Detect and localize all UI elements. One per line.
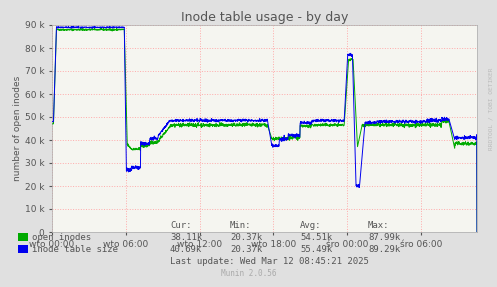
- Text: 55.49k: 55.49k: [300, 245, 332, 254]
- Title: Inode table usage - by day: Inode table usage - by day: [181, 11, 348, 24]
- Text: Last update: Wed Mar 12 08:45:21 2025: Last update: Wed Mar 12 08:45:21 2025: [170, 257, 369, 266]
- Text: Munin 2.0.56: Munin 2.0.56: [221, 269, 276, 278]
- Text: Min:: Min:: [230, 221, 251, 230]
- Text: 87.99k: 87.99k: [368, 233, 400, 242]
- Text: RRDTOOL / TOBI OETIKER: RRDTOOL / TOBI OETIKER: [489, 68, 494, 150]
- Text: inode table size: inode table size: [32, 245, 118, 255]
- Text: 20.37k: 20.37k: [230, 233, 262, 242]
- Text: 40.69k: 40.69k: [170, 245, 202, 254]
- Text: Cur:: Cur:: [170, 221, 191, 230]
- Y-axis label: number of open inodes: number of open inodes: [13, 76, 22, 181]
- Text: 38.11k: 38.11k: [170, 233, 202, 242]
- Text: 54.51k: 54.51k: [300, 233, 332, 242]
- Text: Avg:: Avg:: [300, 221, 322, 230]
- Text: 89.29k: 89.29k: [368, 245, 400, 254]
- Text: open inodes: open inodes: [32, 234, 91, 243]
- Text: 20.37k: 20.37k: [230, 245, 262, 254]
- Text: Max:: Max:: [368, 221, 390, 230]
